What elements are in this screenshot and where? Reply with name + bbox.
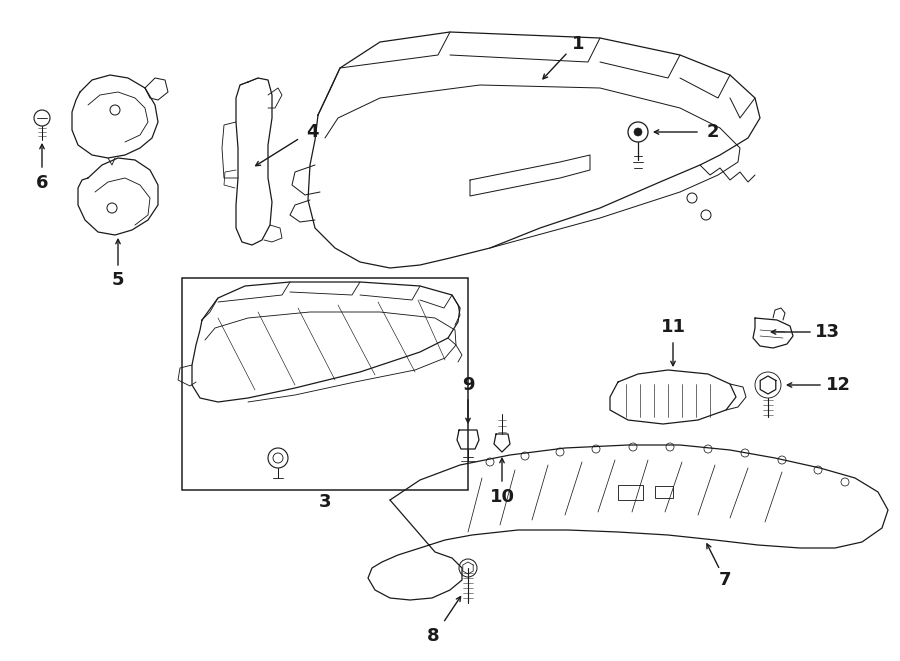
Text: 4: 4 xyxy=(306,123,319,141)
Text: 2: 2 xyxy=(706,123,719,141)
Circle shape xyxy=(634,128,642,136)
Text: 5: 5 xyxy=(112,271,124,289)
Text: 6: 6 xyxy=(36,174,49,192)
Text: 1: 1 xyxy=(572,35,584,53)
Text: 13: 13 xyxy=(814,323,840,341)
Text: 11: 11 xyxy=(661,318,686,336)
Text: 3: 3 xyxy=(319,493,331,511)
Bar xyxy=(655,486,673,498)
Text: 7: 7 xyxy=(719,571,731,589)
Bar xyxy=(182,278,468,490)
Text: 10: 10 xyxy=(490,488,515,506)
Text: 12: 12 xyxy=(825,376,850,394)
Bar xyxy=(618,485,643,500)
Text: 9: 9 xyxy=(462,376,474,394)
Text: 8: 8 xyxy=(427,627,439,645)
